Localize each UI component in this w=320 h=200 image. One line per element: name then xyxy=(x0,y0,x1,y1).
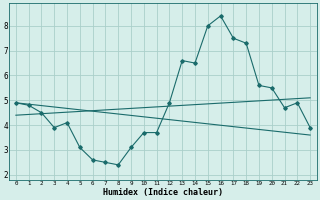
X-axis label: Humidex (Indice chaleur): Humidex (Indice chaleur) xyxy=(103,188,223,197)
